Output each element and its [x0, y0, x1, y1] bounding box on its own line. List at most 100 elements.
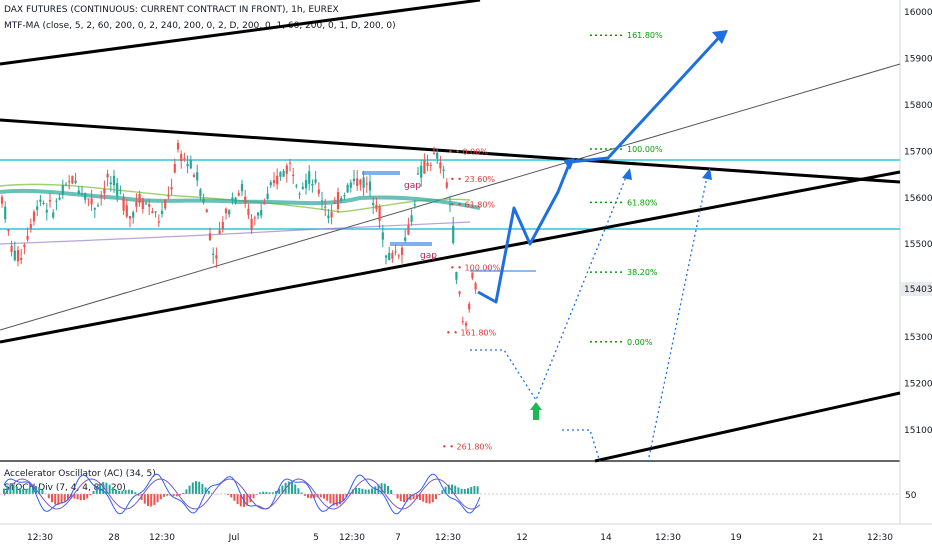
ac-bar — [89, 494, 92, 496]
price-tick-label: 16000 — [904, 8, 932, 18]
fib-levels-left: • • 0.00% • • 23.60% • • 61.80% • • 100.00%… — [442, 147, 501, 451]
ac-bar — [415, 494, 418, 499]
ac-bar — [12, 484, 15, 494]
price-tick-label: 15600 — [904, 194, 932, 204]
candle-body — [157, 221, 160, 223]
candle-body — [221, 221, 224, 229]
candle-body — [183, 158, 186, 160]
ac-bar — [175, 494, 178, 497]
ac-bar — [57, 494, 60, 505]
projection-path[interactable] — [477, 30, 726, 304]
time-tick-label: 5 — [313, 533, 319, 543]
candle-body — [442, 169, 445, 171]
ac-bar — [435, 494, 437, 500]
ac-bar — [131, 490, 133, 494]
ac-bar — [86, 494, 89, 499]
ac-bar — [342, 494, 345, 502]
trendline-ascending[interactable] — [0, 170, 901, 344]
candle-body — [397, 255, 400, 257]
ac-bar — [172, 494, 175, 497]
ac-bar — [367, 489, 370, 494]
ac-bar — [473, 486, 476, 494]
dotted-arrow-head-1 — [622, 168, 632, 180]
ac-bar — [451, 484, 453, 494]
ac-bar — [207, 490, 210, 494]
time-tick-label: 19 — [730, 533, 742, 543]
ac-bar — [457, 487, 460, 494]
candle-body — [218, 230, 221, 234]
ac-bar — [63, 494, 66, 502]
time-tick-label: 12:30 — [27, 533, 53, 543]
ac-bar — [51, 494, 53, 503]
ac-bar — [374, 486, 377, 494]
candle-body — [420, 165, 423, 178]
candle-body — [263, 203, 266, 205]
candle-body — [154, 211, 157, 213]
candle-body — [45, 209, 48, 213]
trendline-lower-channel[interactable] — [594, 391, 901, 463]
price-tick-label: 15200 — [904, 380, 932, 390]
candle-body — [327, 215, 330, 219]
candle-body — [362, 177, 365, 188]
time-tick-label: 12:30 — [149, 533, 175, 543]
candle-body — [352, 178, 356, 182]
price-axis: 1510015200153001540015500156001570015800… — [904, 8, 932, 436]
gap-box-lower[interactable] — [390, 242, 432, 246]
candle-body — [39, 199, 42, 203]
ac-bar — [198, 481, 201, 494]
ac-bar — [233, 494, 236, 501]
ac-bar — [239, 494, 242, 507]
candle-body — [84, 193, 87, 200]
candle-body — [36, 206, 39, 210]
gap-box-upper[interactable] — [362, 171, 400, 175]
trendline-descending[interactable] — [0, 118, 901, 184]
time-tick-label: 12:30 — [339, 533, 365, 543]
ac-bar — [287, 481, 290, 494]
candle-body — [135, 201, 138, 207]
fib-left-label: • • 261.80% — [442, 442, 493, 451]
ac-bar — [185, 489, 188, 494]
ac-bar — [355, 487, 357, 494]
buy-arrow-icon — [530, 402, 542, 420]
chart-title: DAX FUTURES (CONTINUOUS: CURRENT CONTRAC… — [4, 5, 339, 15]
ac-bar — [422, 494, 425, 502]
ac-bar — [201, 484, 204, 494]
candle-body — [349, 182, 352, 188]
candle-body — [276, 175, 279, 185]
ma-teal-thick — [0, 188, 481, 210]
price-tick-label: 15700 — [904, 147, 932, 157]
candle-body — [468, 303, 471, 310]
candle-body — [391, 253, 394, 259]
ac-bar — [92, 490, 95, 494]
candle-body — [247, 208, 250, 216]
candle-body — [448, 204, 452, 206]
dotted-projection-2[interactable] — [562, 429, 601, 463]
ac-bar — [294, 484, 297, 494]
dotted-projection-3[interactable] — [647, 171, 709, 463]
candle-body — [317, 189, 320, 194]
candle-body — [231, 197, 234, 200]
candle-body — [253, 217, 256, 219]
candle-body — [429, 165, 432, 167]
trendline-top[interactable] — [0, 0, 481, 66]
dotted-projection-1[interactable] — [470, 171, 629, 402]
candle-body — [26, 235, 29, 240]
candle-body — [77, 190, 80, 194]
ac-bar — [271, 492, 274, 494]
ac-bar — [211, 493, 213, 494]
candle-body — [260, 210, 263, 216]
time-tick-label: 21 — [812, 533, 823, 543]
candle-body — [452, 225, 455, 244]
candle-body — [416, 173, 420, 175]
candle-body — [16, 249, 20, 262]
candle-body — [314, 179, 317, 183]
candle-body — [144, 203, 148, 205]
candle-body — [71, 175, 74, 184]
ac-bar — [230, 494, 233, 498]
ac-bar — [447, 484, 450, 494]
candle-body — [343, 195, 346, 197]
ac-bar — [431, 494, 434, 503]
candle-body — [266, 193, 269, 199]
time-tick-label: 28 — [108, 533, 120, 543]
